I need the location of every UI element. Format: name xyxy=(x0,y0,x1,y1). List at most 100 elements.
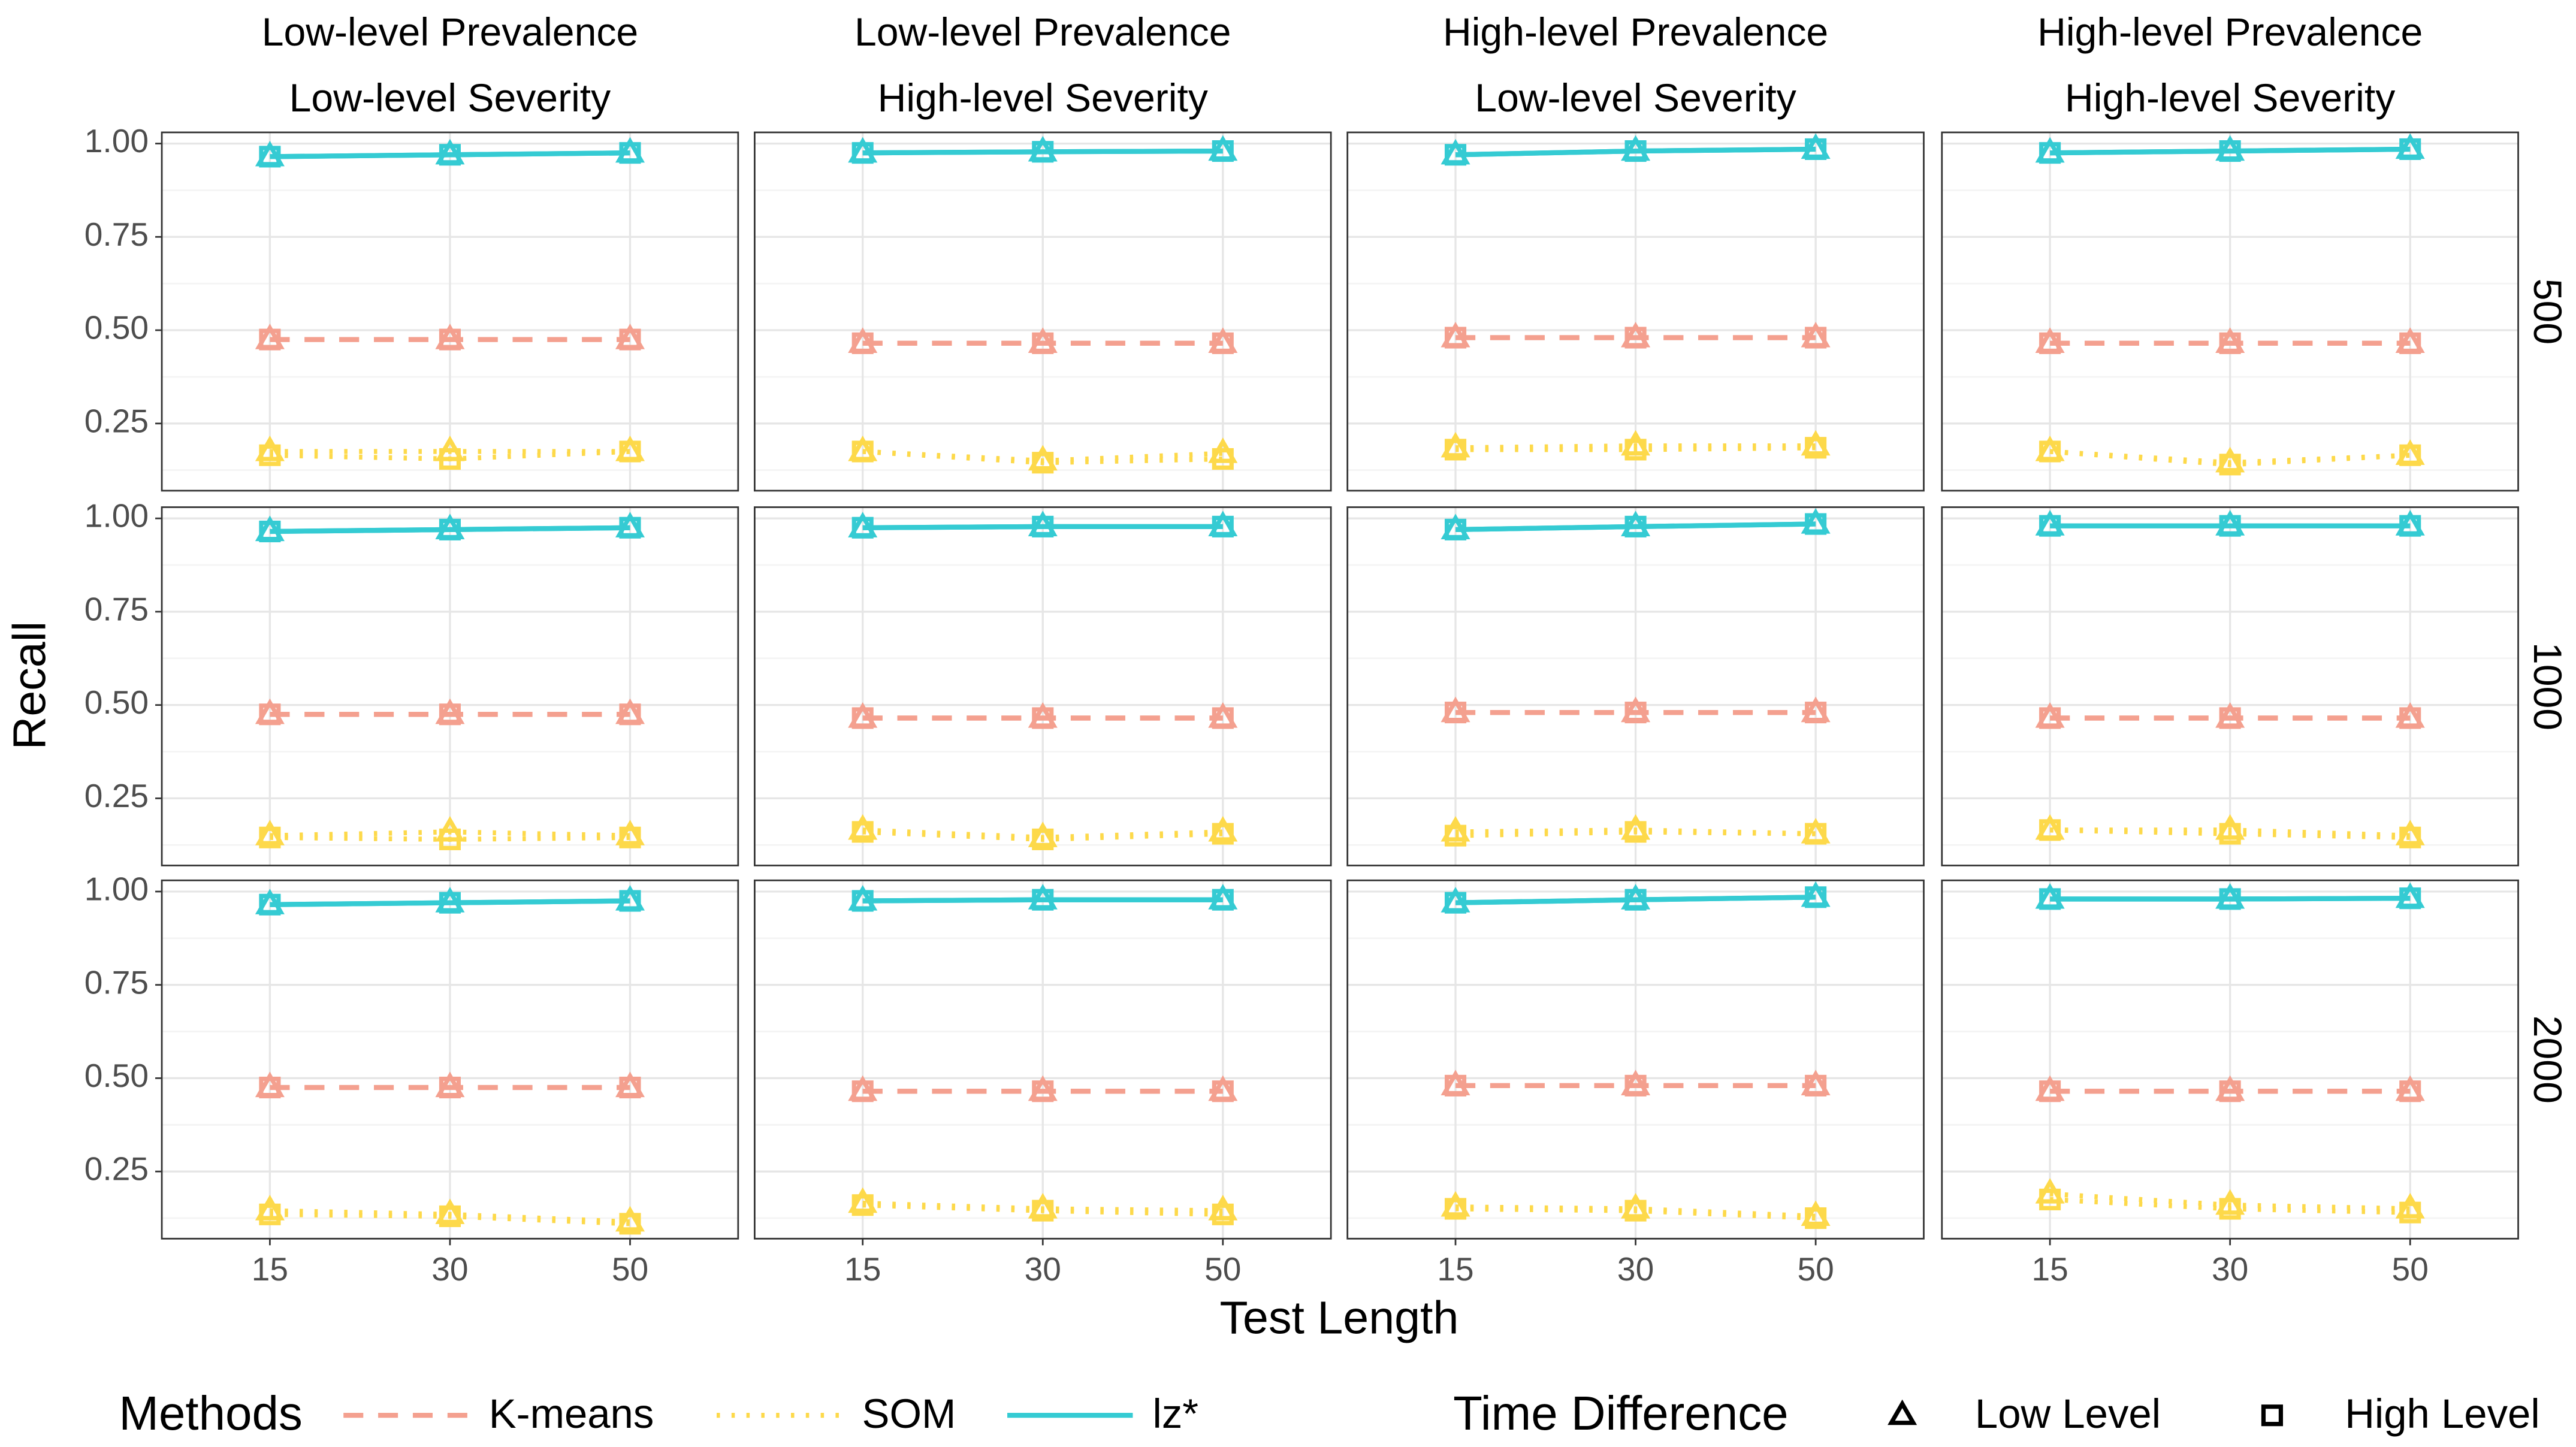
y-tick-label: 0.50 xyxy=(84,309,149,346)
point xyxy=(619,703,641,726)
x-tick-label: 15 xyxy=(2031,1250,2068,1288)
x-tick-label: 30 xyxy=(2212,1250,2248,1288)
point xyxy=(2039,888,2061,910)
column-strip-label: Low-level Prevalence xyxy=(854,10,1231,55)
point xyxy=(2039,707,2061,729)
point xyxy=(1621,430,1651,456)
series-line xyxy=(2050,827,2411,840)
column-strip-label: Low-level Prevalence xyxy=(262,10,639,55)
x-tick-label: 30 xyxy=(1025,1250,1061,1288)
legend-key xyxy=(1888,1399,1917,1425)
point xyxy=(1208,1195,1238,1221)
point xyxy=(2219,1080,2241,1102)
point xyxy=(1444,518,1467,540)
legend-title: Methods xyxy=(119,1386,302,1440)
point xyxy=(1624,140,1647,162)
series-line xyxy=(2049,1197,2411,1215)
point xyxy=(1805,1074,1827,1096)
point xyxy=(1624,327,1647,349)
point xyxy=(619,1076,641,1099)
point xyxy=(2215,1189,2245,1215)
point xyxy=(2039,142,2061,164)
point xyxy=(1801,1200,1831,1227)
series-line xyxy=(862,1203,1223,1217)
point xyxy=(1032,1200,1054,1222)
point xyxy=(2399,1201,2421,1224)
point xyxy=(1032,452,1054,474)
point xyxy=(2219,454,2241,476)
point xyxy=(2039,1080,2061,1102)
x-tick-label: 15 xyxy=(252,1250,288,1288)
x-tick-label: 15 xyxy=(844,1250,881,1288)
legend-label: High Level xyxy=(2345,1391,2539,1437)
point xyxy=(2395,1192,2425,1219)
y-tick-label: 0.75 xyxy=(84,216,149,253)
x-tick-label: 50 xyxy=(1204,1250,1241,1288)
series-line xyxy=(862,148,1223,156)
point xyxy=(2399,1080,2421,1102)
point xyxy=(619,826,641,848)
point xyxy=(851,821,874,843)
point xyxy=(851,890,874,912)
y-tick-label: 0.25 xyxy=(84,402,149,439)
panel-border xyxy=(161,879,739,1240)
legend-key xyxy=(2261,1404,2283,1427)
point xyxy=(2219,888,2241,910)
point xyxy=(2399,707,2421,729)
legend-title: Time Difference xyxy=(1453,1386,1789,1440)
point xyxy=(1444,1074,1467,1096)
point xyxy=(1444,892,1467,914)
point xyxy=(1032,707,1054,729)
point xyxy=(259,444,281,466)
point xyxy=(1805,886,1827,908)
point xyxy=(1212,823,1234,845)
point xyxy=(259,328,281,351)
series-line xyxy=(270,150,630,159)
point xyxy=(1444,144,1467,166)
point xyxy=(851,1194,874,1216)
column-strip-label: Low-level Severity xyxy=(1475,76,1796,120)
point xyxy=(1032,1080,1054,1102)
x-axis-title: Test Length xyxy=(1219,1292,1458,1343)
panel-border xyxy=(1346,879,1925,1240)
panel-border xyxy=(1346,506,1925,866)
point xyxy=(1805,437,1827,459)
point xyxy=(1032,332,1054,354)
point xyxy=(1624,515,1647,537)
point xyxy=(619,890,641,912)
y-tick-label: 0.75 xyxy=(84,590,149,627)
point xyxy=(1212,448,1234,470)
column-strip-label: High-level Severity xyxy=(2065,76,2395,120)
point xyxy=(1621,1192,1651,1219)
point xyxy=(439,1076,461,1099)
point xyxy=(1444,327,1467,349)
point xyxy=(439,518,461,540)
point xyxy=(619,1213,641,1235)
series-line xyxy=(1455,521,1816,533)
legend-label: Low Level xyxy=(1975,1391,2161,1437)
point xyxy=(2039,819,2061,841)
point xyxy=(259,1203,281,1225)
series-line xyxy=(270,525,630,534)
y-tick-label: 0.75 xyxy=(84,963,149,1001)
row-strip-label: 500 xyxy=(2525,279,2569,345)
y-tick-label: 0.50 xyxy=(84,684,149,721)
column-strip-label: High-level Prevalence xyxy=(1443,10,1828,55)
point xyxy=(1028,445,1058,471)
point xyxy=(439,144,461,166)
point xyxy=(259,826,281,848)
point xyxy=(439,448,461,470)
point xyxy=(1805,702,1827,724)
point xyxy=(1805,823,1827,845)
series-line xyxy=(862,449,1223,466)
series-line xyxy=(862,524,1223,530)
point xyxy=(619,440,641,463)
point xyxy=(259,893,281,916)
point xyxy=(1805,138,1827,161)
series-line xyxy=(2050,146,2411,156)
panel-border xyxy=(161,506,739,866)
y-tick-label: 0.25 xyxy=(84,1150,149,1188)
series-line xyxy=(1455,146,1816,158)
point xyxy=(851,142,874,164)
